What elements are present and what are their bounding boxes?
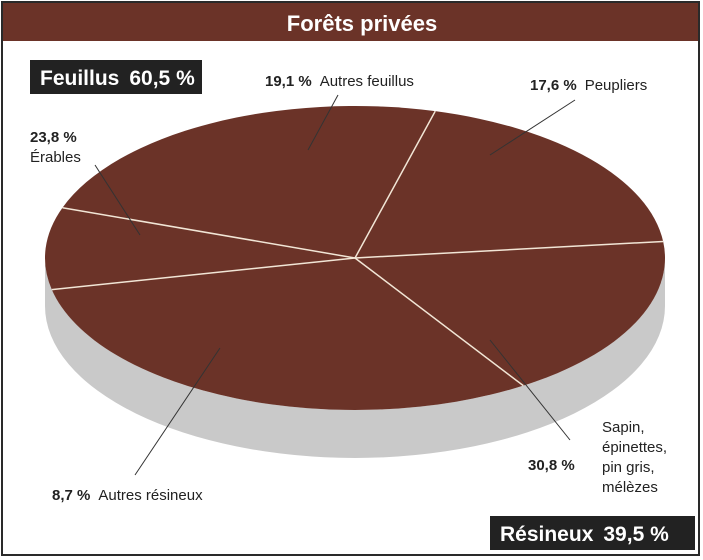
- leader-lines: [94, 94, 576, 476]
- pie-slice-autres-feuillus: [355, 111, 664, 258]
- pie-slices: [45, 106, 665, 410]
- slice-value-sapin: 30,8 %: [528, 457, 575, 474]
- slice-value-autres-resineux: 8,7 %: [52, 487, 90, 504]
- group-box-feuillus: [30, 60, 202, 94]
- slice-value-autres-feuillus: 19,1 %: [265, 73, 312, 90]
- slice-divider: [354, 257, 524, 387]
- pie-slice-autres-resineux: [45, 207, 355, 290]
- leader-line-autres-resineux: [134, 347, 221, 476]
- slice-label-autres-resineux: 8,7 % Autres résineux: [52, 487, 203, 504]
- slice-value-erables: 23,8 %: [30, 129, 77, 146]
- slice-label-sapin: Sapin, épinettes, pin gris, mélèzes: [602, 419, 671, 496]
- slice-label-peupliers: 17,6 % Peupliers: [530, 77, 647, 94]
- chart-title: Forêts privées: [287, 11, 437, 36]
- pie-dividers: [51, 110, 664, 387]
- group-label-resineux: Résineux 39,5 %: [500, 523, 669, 546]
- group-box-resineux: [490, 516, 695, 550]
- slice-divider: [354, 240, 664, 259]
- pie-side: [45, 258, 665, 458]
- slice-divider: [354, 110, 436, 259]
- pie-slice-sapin: [51, 258, 524, 410]
- pie-slice-peupliers: [355, 241, 665, 386]
- leader-line-autres-feuillus: [307, 94, 339, 151]
- slice-label-autres-feuillus: 19,1 % Autres feuillus: [265, 73, 414, 90]
- slice-divider: [51, 257, 356, 291]
- leader-line-peupliers: [489, 99, 576, 156]
- pie-side-band: [45, 258, 665, 458]
- slice-value-peupliers: 17,6 %: [530, 77, 577, 94]
- leader-line-sapin: [489, 339, 571, 441]
- slice-label-erables: Érables: [30, 149, 81, 166]
- leader-line-erables: [94, 164, 141, 236]
- group-label-feuillus: Feuillus 60,5 %: [40, 67, 195, 90]
- slice-divider: [62, 206, 356, 259]
- pie-slice-erables: [62, 106, 436, 258]
- title-bar: [3, 3, 698, 41]
